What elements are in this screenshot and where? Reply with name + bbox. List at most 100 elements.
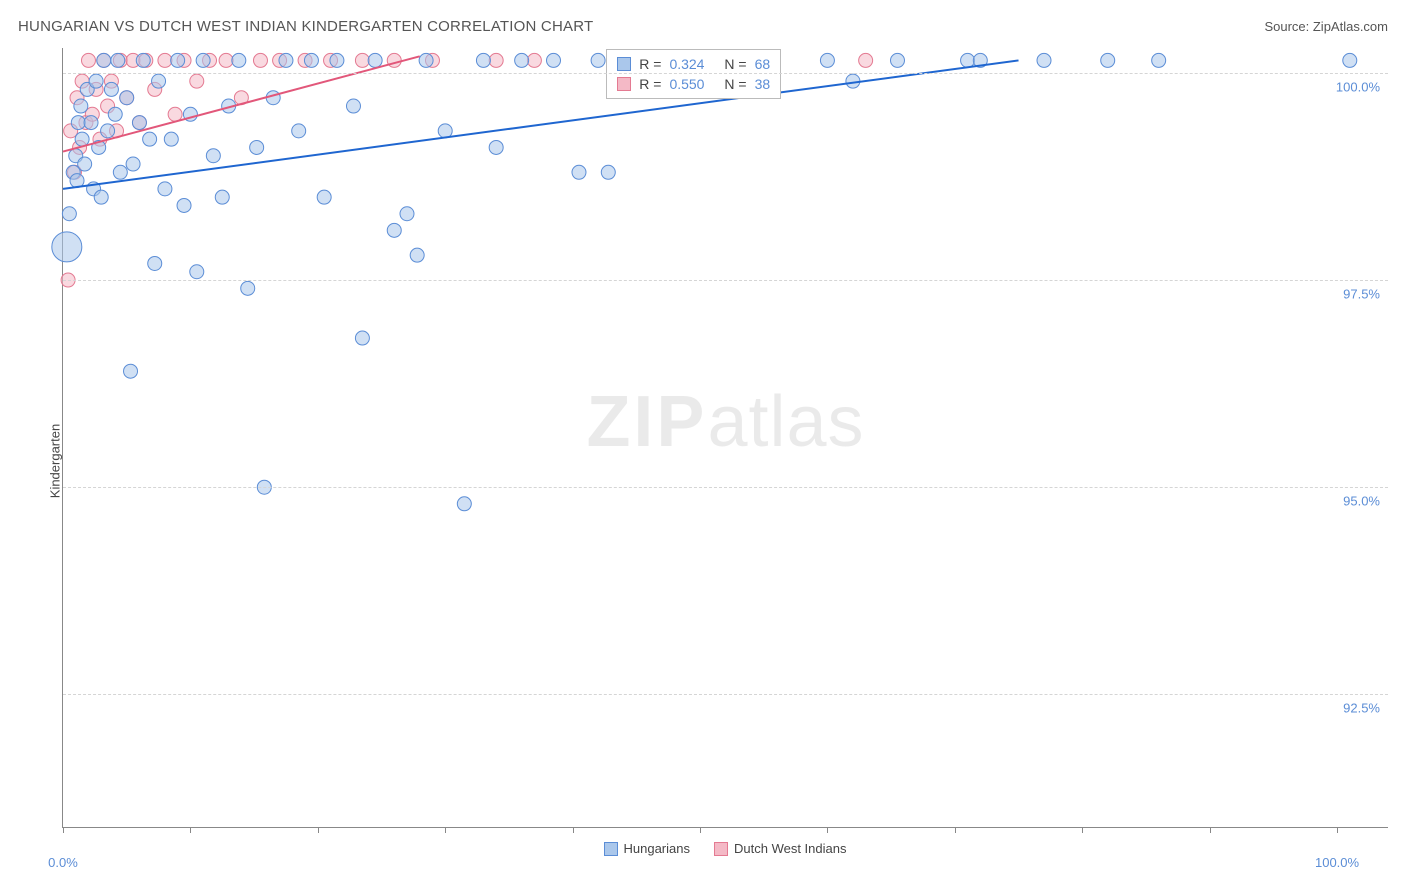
point-hungarians <box>75 132 89 146</box>
x-tick <box>1337 827 1338 833</box>
point-hungarians <box>317 190 331 204</box>
swatch-hungarians <box>617 57 631 71</box>
point-dwi <box>158 53 172 67</box>
corr-r-label-2: R = <box>639 76 661 92</box>
corr-r-dwi: 0.550 <box>669 76 704 92</box>
point-hungarians <box>104 82 118 96</box>
gridline <box>63 694 1388 695</box>
point-hungarians <box>232 53 246 67</box>
y-tick-label: 100.0% <box>1336 79 1380 94</box>
point-hungarians <box>101 124 115 138</box>
point-hungarians <box>419 53 433 67</box>
point-hungarians <box>1343 53 1357 67</box>
corr-n-dwi: 38 <box>755 76 771 92</box>
chart-title: HUNGARIAN VS DUTCH WEST INDIAN KINDERGAR… <box>18 18 593 35</box>
x-tick <box>573 827 574 833</box>
y-axis-label: Kindergarten <box>48 424 63 498</box>
x-tick <box>445 827 446 833</box>
point-dwi <box>355 53 369 67</box>
point-hungarians <box>136 53 150 67</box>
point-hungarians <box>820 53 834 67</box>
x-tick-label-left: 0.0% <box>48 855 78 870</box>
point-hungarians <box>148 256 162 270</box>
point-hungarians <box>438 124 452 138</box>
corr-row-hungarians: R = 0.324 N = 68 <box>617 54 770 74</box>
point-hungarians <box>400 207 414 221</box>
point-hungarians <box>97 53 111 67</box>
point-hungarians <box>591 53 605 67</box>
gridline <box>63 73 1388 74</box>
chart-area: Kindergarten ZIPatlas R = 0.324 N = 68 R… <box>18 48 1388 874</box>
point-hungarians <box>206 149 220 163</box>
source-link[interactable]: ZipAtlas.com <box>1313 19 1388 34</box>
chart-header: HUNGARIAN VS DUTCH WEST INDIAN KINDERGAR… <box>18 18 1388 35</box>
point-hungarians <box>346 99 360 113</box>
corr-n-label-2: N = <box>724 76 746 92</box>
point-hungarians <box>410 248 424 262</box>
x-tick <box>190 827 191 833</box>
plot-svg <box>63 48 1388 827</box>
x-tick <box>63 827 64 833</box>
point-hungarians <box>113 165 127 179</box>
point-hungarians <box>143 132 157 146</box>
point-hungarians <box>71 116 85 130</box>
point-hungarians <box>547 53 561 67</box>
point-hungarians <box>368 53 382 67</box>
legend-label-hungarians: Hungarians <box>624 841 691 856</box>
point-hungarians <box>961 53 975 67</box>
point-hungarians <box>355 331 369 345</box>
point-hungarians <box>250 140 264 154</box>
point-hungarians <box>158 182 172 196</box>
x-tick-label-right: 100.0% <box>1315 855 1359 870</box>
point-hungarians <box>215 190 229 204</box>
point-hungarians <box>108 107 122 121</box>
point-hungarians <box>190 265 204 279</box>
source-prefix: Source: <box>1264 19 1312 34</box>
plot-region: ZIPatlas R = 0.324 N = 68 R = 0.550 N = … <box>62 48 1388 828</box>
x-tick <box>1210 827 1211 833</box>
point-hungarians <box>387 223 401 237</box>
x-tick <box>827 827 828 833</box>
point-hungarians <box>152 74 166 88</box>
point-hungarians <box>120 91 134 105</box>
corr-n-label: N = <box>724 56 746 72</box>
legend-label-dwi: Dutch West Indians <box>734 841 846 856</box>
point-dwi <box>489 53 503 67</box>
trendline-dwi <box>63 56 420 151</box>
point-hungarians <box>1037 53 1051 67</box>
point-hungarians <box>171 53 185 67</box>
point-hungarians <box>279 53 293 67</box>
point-hungarians <box>489 140 503 154</box>
point-hungarians <box>126 157 140 171</box>
corr-row-dwi: R = 0.550 N = 38 <box>617 74 770 94</box>
x-tick <box>700 827 701 833</box>
corr-r-label: R = <box>639 56 661 72</box>
point-hungarians <box>457 497 471 511</box>
point-dwi <box>253 53 267 67</box>
point-dwi <box>190 74 204 88</box>
correlation-box: R = 0.324 N = 68 R = 0.550 N = 38 <box>606 49 781 99</box>
point-hungarians <box>241 281 255 295</box>
point-hungarians <box>94 190 108 204</box>
point-hungarians <box>124 364 138 378</box>
point-hungarians <box>304 53 318 67</box>
y-tick-label: 97.5% <box>1343 287 1380 302</box>
legend: Hungarians Dutch West Indians <box>62 841 1388 856</box>
corr-r-hungarians: 0.324 <box>669 56 704 72</box>
point-hungarians <box>164 132 178 146</box>
point-hungarians <box>601 165 615 179</box>
gridline <box>63 280 1388 281</box>
point-dwi <box>859 53 873 67</box>
point-hungarians <box>890 53 904 67</box>
chart-source: Source: ZipAtlas.com <box>1264 19 1388 34</box>
x-tick <box>955 827 956 833</box>
point-hungarians <box>1101 53 1115 67</box>
point-hungarians <box>177 198 191 212</box>
point-hungarians <box>111 53 125 67</box>
point-dwi <box>81 53 95 67</box>
point-hungarians <box>132 116 146 130</box>
point-hungarians <box>89 74 103 88</box>
point-hungarians <box>1152 53 1166 67</box>
point-hungarians <box>330 53 344 67</box>
legend-dwi: Dutch West Indians <box>714 841 846 856</box>
